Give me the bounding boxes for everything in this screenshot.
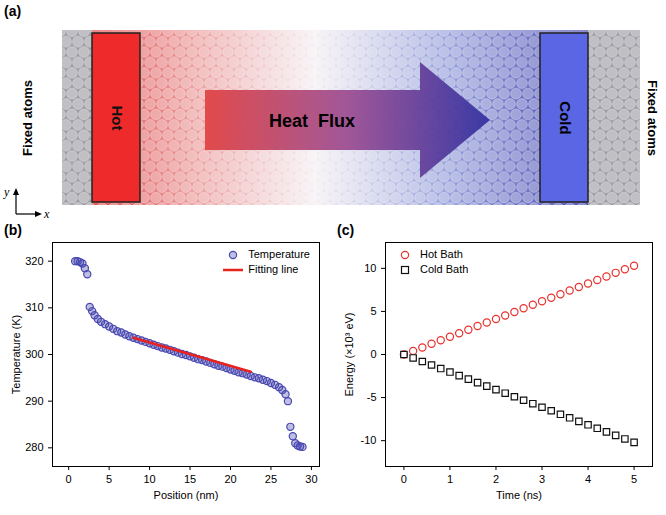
svg-text:4: 4 <box>585 473 591 485</box>
svg-text:y: y <box>3 185 10 199</box>
svg-text:x: x <box>43 207 50 220</box>
svg-text:15: 15 <box>184 473 196 485</box>
svg-text:Temperature (K): Temperature (K) <box>10 315 22 394</box>
svg-text:310: 310 <box>25 301 43 313</box>
svg-text:Fixed atoms: Fixed atoms <box>20 80 35 156</box>
svg-text:(a): (a) <box>4 3 21 19</box>
svg-text:Cold: Cold <box>557 101 574 134</box>
svg-text:300: 300 <box>25 348 43 360</box>
svg-text:5: 5 <box>370 305 376 317</box>
svg-text:1: 1 <box>447 473 453 485</box>
svg-text:20: 20 <box>224 473 236 485</box>
svg-text:0: 0 <box>370 348 376 360</box>
svg-text:-10: -10 <box>361 434 377 446</box>
svg-text:5: 5 <box>106 473 112 485</box>
svg-text:Fixed atoms: Fixed atoms <box>645 80 660 156</box>
svg-text:5: 5 <box>631 473 637 485</box>
svg-text:3: 3 <box>539 473 545 485</box>
svg-text:Heat Flux: Heat Flux <box>269 111 355 131</box>
html-text:Cold Bath: Cold Bath <box>420 263 469 275</box>
svg-text:290: 290 <box>25 395 43 407</box>
html-text:(b): (b) <box>4 222 22 238</box>
svg-text:2: 2 <box>493 473 499 485</box>
svg-text:Hot: Hot <box>109 106 126 131</box>
svg-text:0: 0 <box>66 473 72 485</box>
svg-text:30: 30 <box>305 473 317 485</box>
html-text:Fitting line: Fitting line <box>248 263 299 275</box>
svg-text:25: 25 <box>265 473 277 485</box>
svg-text:Energy (×10³ eV): Energy (×10³ eV) <box>343 312 355 396</box>
html-text:(c): (c) <box>337 222 355 238</box>
svg-text:10: 10 <box>143 473 155 485</box>
svg-text:10: 10 <box>364 262 376 274</box>
svg-text:0: 0 <box>401 473 407 485</box>
svg-text:Time (ns): Time (ns) <box>496 489 542 501</box>
svg-text:Position (nm): Position (nm) <box>154 489 219 501</box>
svg-text:280: 280 <box>25 441 43 453</box>
svg-text:-5: -5 <box>367 391 377 403</box>
svg-text:320: 320 <box>25 255 43 267</box>
html-text:Hot Bath: Hot Bath <box>420 248 463 260</box>
html-text:Temperature: Temperature <box>248 248 310 260</box>
